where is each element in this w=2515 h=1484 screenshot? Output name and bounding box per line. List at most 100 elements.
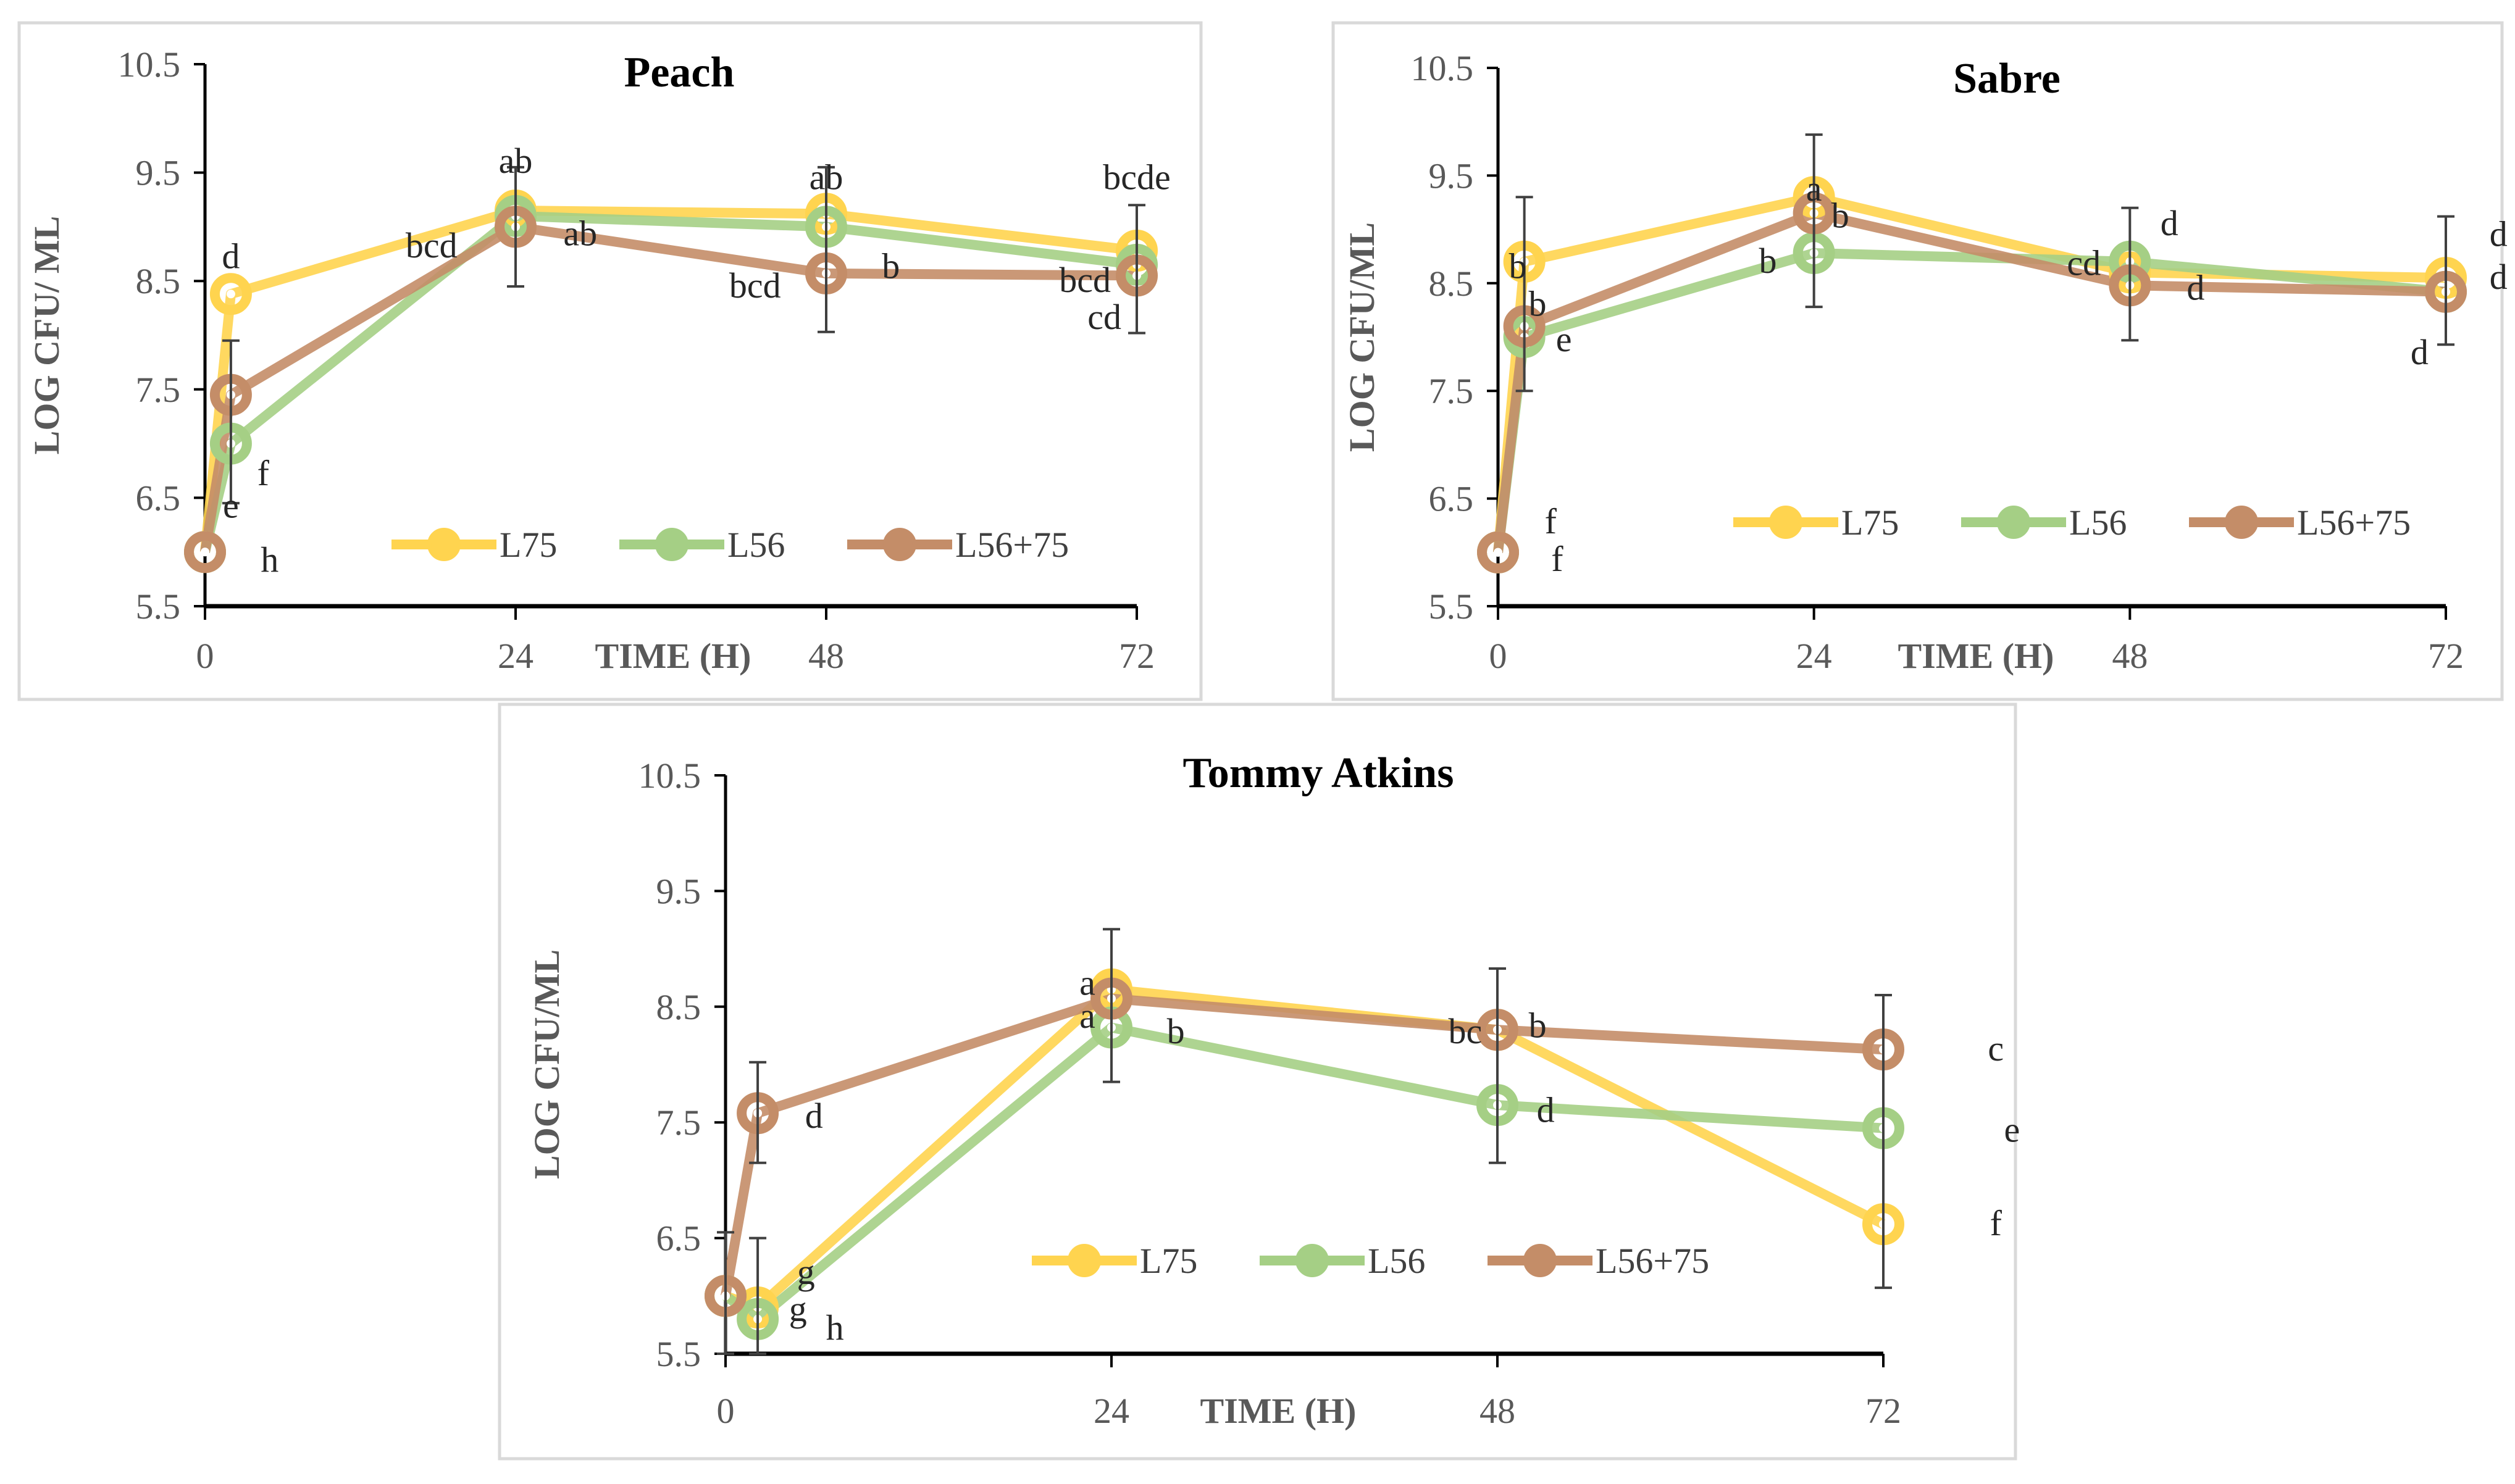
significance-label: c [1988, 1028, 2004, 1069]
significance-label: f [257, 453, 270, 493]
y-tick-label: 6.5 [656, 1219, 701, 1259]
significance-label: a [1079, 962, 1095, 1003]
x-tick-label: 72 [2428, 636, 2464, 676]
panel-border [1331, 21, 2504, 701]
legend-label: L56+75 [1596, 1241, 1709, 1281]
y-tick-label: 8.5 [136, 261, 181, 301]
y-tick-label: 9.5 [136, 153, 181, 193]
significance-label: g [797, 1252, 815, 1292]
significance-label: ab [810, 157, 843, 197]
y-tick-label: 9.5 [656, 871, 701, 911]
x-tick-label: 24 [1094, 1391, 1129, 1431]
y-tick-label: 7.5 [136, 370, 181, 410]
x-axis-title: TIME (H) [595, 636, 751, 676]
significance-label: e [1556, 319, 1572, 359]
legend-marker [2225, 506, 2258, 539]
legend-marker [655, 528, 688, 561]
data-point-l56+75 [184, 531, 226, 573]
legend-marker [1295, 1244, 1329, 1277]
significance-label: a [1079, 996, 1095, 1036]
x-tick-label: 72 [1119, 636, 1155, 676]
significance-label: e [223, 485, 239, 525]
chart-panel-tommy-atkins: Tommy Atkins 5.5 6.5 7.5 8.5 9.5 10.5 0 24 48 72 TI… [498, 702, 2020, 1461]
legend-item-l56+75: L56+75 [1488, 1241, 1709, 1281]
legend-label: L56+75 [955, 525, 1069, 565]
y-axis-title: LOG CFU/ML [527, 949, 567, 1179]
y-tick-label: 9.5 [1429, 156, 1474, 196]
x-axis-title: TIME (H) [1200, 1391, 1357, 1431]
significance-label: bc [1449, 1011, 1483, 1051]
significance-label: b [1529, 1006, 1547, 1046]
significance-label: d [2161, 203, 2178, 243]
legend-marker [427, 528, 461, 561]
significance-label: b [1509, 246, 1526, 286]
significance-label: g [789, 1289, 807, 1329]
significance-label: e [2004, 1109, 2020, 1149]
significance-label: bcd [1059, 260, 1111, 300]
significance-label: d [2187, 268, 2204, 308]
legend-marker [883, 528, 916, 561]
significance-label: ab [499, 141, 533, 181]
x-tick-label: 48 [808, 636, 844, 676]
significance-label: f [1545, 501, 1557, 541]
significance-label: a [1806, 169, 1822, 209]
significance-label: bcd [729, 265, 781, 306]
x-axis-title: TIME (H) [1898, 636, 2054, 676]
significance-label: f [1551, 539, 1563, 579]
significance-label: h [826, 1307, 844, 1348]
y-tick-label: 10.5 [1411, 48, 1474, 88]
y-tick-label: 6.5 [1429, 479, 1474, 519]
significance-label: d [2411, 332, 2429, 372]
x-tick-label: 24 [1796, 636, 1832, 676]
y-axis-title: LOG CFU/ML [1342, 222, 1382, 452]
y-tick-label: 6.5 [136, 478, 181, 518]
legend-item-l56: L56 [619, 525, 785, 565]
data-point-center [201, 548, 209, 557]
legend-item-l56: L56 [1961, 502, 2127, 543]
significance-label: f [1990, 1203, 2002, 1243]
significance-label: bcd [406, 225, 458, 265]
legend-label: L56 [1368, 1241, 1425, 1281]
y-tick-label: 5.5 [136, 586, 181, 627]
y-tick-label: 5.5 [656, 1334, 701, 1374]
chart-title: Sabre [1953, 55, 2061, 102]
legend-marker [1523, 1244, 1557, 1277]
legend-item-l56+75: L56+75 [2189, 502, 2411, 543]
data-point-center [1494, 548, 1502, 557]
significance-label: b [1759, 241, 1777, 281]
x-tick-label: 0 [717, 1391, 735, 1431]
data-point-center [226, 290, 235, 299]
legend-label: L56 [727, 525, 785, 565]
legend-marker [1068, 1244, 1101, 1277]
x-tick-label: 0 [196, 636, 214, 676]
significance-label: d [805, 1096, 823, 1136]
chart-panel-peach: Peach 5.5 6.5 7.5 8.5 9.5 10.5 0 24 48 72 TIME (H) L… [17, 21, 1203, 701]
significance-label: b [1167, 1011, 1185, 1051]
significance-label: ab [563, 214, 597, 254]
x-tick-label: 48 [1479, 1391, 1515, 1431]
x-tick-label: 72 [1865, 1391, 1901, 1431]
y-tick-label: 7.5 [1429, 371, 1474, 411]
significance-label: b [1528, 284, 1546, 324]
significance-label: d [2490, 214, 2508, 254]
legend-marker [1997, 506, 2030, 539]
x-tick-label: 48 [2112, 636, 2148, 676]
significance-label: h [261, 540, 278, 580]
significance-label: cd [2067, 243, 2101, 283]
legend-label: L75 [1841, 502, 1899, 543]
y-tick-label: 10.5 [118, 44, 181, 85]
panel-border [17, 21, 1203, 701]
significance-label: d [2490, 257, 2508, 297]
y-tick-label: 8.5 [656, 987, 701, 1027]
x-tick-label: 0 [1489, 636, 1507, 676]
chart-panel-sabre: Sabre 5.5 6.5 7.5 8.5 9.5 10.5 0 24 48 72 TIME (H) L… [1331, 21, 2508, 701]
significance-label: b [1831, 196, 1849, 236]
data-point-l75 [209, 273, 252, 315]
chart-title: Tommy Atkins [1183, 749, 1454, 797]
legend-label: L75 [1140, 1241, 1197, 1281]
y-axis-title: LOG CFU/ ML [27, 216, 67, 455]
x-tick-label: 24 [498, 636, 534, 676]
significance-label: bcde [1103, 157, 1171, 197]
legend-item-l75: L75 [1733, 502, 1899, 543]
